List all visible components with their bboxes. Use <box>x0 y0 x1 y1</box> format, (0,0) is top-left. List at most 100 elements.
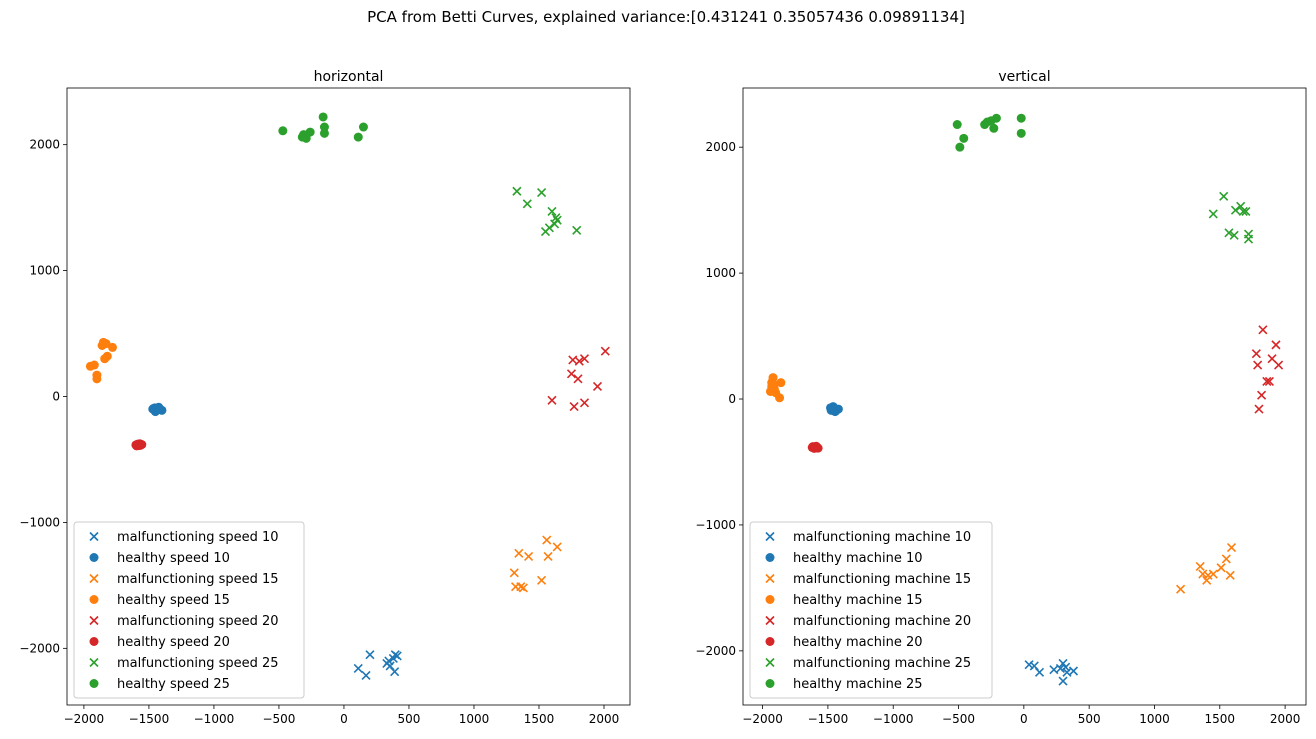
data-point-x <box>1243 234 1254 244</box>
axes-frame <box>742 87 1307 706</box>
data-point-circle <box>319 128 329 138</box>
x-tick-label: −500 <box>942 712 975 726</box>
series-malfunctioning-20 <box>1251 325 1284 414</box>
legend-marker-x <box>765 657 775 668</box>
x-tick-label: 0 <box>340 712 348 726</box>
series-healthy-10 <box>826 402 843 417</box>
data-point-x <box>542 535 552 545</box>
legend-marker-circle <box>89 637 99 646</box>
series-malfunctioning-25 <box>512 186 582 237</box>
data-point-x <box>547 206 557 216</box>
series-malfunctioning-15 <box>509 535 562 593</box>
y-tick-label: −1000 <box>695 518 736 532</box>
data-point-x <box>1203 570 1213 580</box>
data-point-x <box>1225 570 1235 580</box>
data-point-x <box>579 354 590 364</box>
data-point-x <box>1224 228 1234 238</box>
data-point-x <box>1219 191 1229 201</box>
data-point-x <box>574 356 584 366</box>
data-point-x <box>522 199 532 209</box>
data-point-circle <box>989 123 999 133</box>
data-point-x <box>552 542 562 552</box>
data-point-x <box>392 651 402 661</box>
legend-box <box>73 521 305 699</box>
data-point-x <box>1195 561 1205 572</box>
data-point-circle <box>278 126 288 136</box>
y-tick-label: 2000 <box>705 140 736 154</box>
x-tick-label: 1500 <box>524 712 555 726</box>
series-malfunctioning-15 <box>1176 543 1237 594</box>
data-point-x <box>551 213 561 223</box>
data-point-x <box>1238 206 1248 216</box>
legend-marker-x <box>89 615 99 626</box>
data-point-x <box>592 381 603 391</box>
data-point-x <box>600 346 610 356</box>
legend-marker-x <box>89 531 99 542</box>
legend-marker-circle <box>765 637 775 646</box>
data-point-x <box>1230 205 1241 215</box>
series-malfunctioning-10 <box>1024 658 1079 686</box>
data-point-x <box>1229 230 1239 240</box>
legend-label: malfunctioning machine 25 <box>793 656 971 671</box>
data-point-circle <box>826 405 836 415</box>
data-point-x <box>524 551 534 561</box>
data-point-circle <box>137 440 147 450</box>
legend-box <box>749 521 993 699</box>
legend-marker-x <box>765 531 775 542</box>
data-point-x <box>1024 660 1034 670</box>
data-point-x <box>509 568 519 578</box>
data-point-x <box>518 583 528 593</box>
x-tick-label: −1000 <box>194 712 235 726</box>
x-tick-label: −2000 <box>64 712 105 726</box>
data-point-circle <box>959 133 969 143</box>
series-healthy-10 <box>148 402 167 417</box>
x-tick-label: −2000 <box>742 712 783 726</box>
legend-label: malfunctioning machine 20 <box>793 614 971 629</box>
data-point-circle <box>319 122 329 132</box>
series-healthy-20 <box>131 439 147 451</box>
data-point-x <box>579 398 590 408</box>
series-malfunctioning-10 <box>353 650 402 680</box>
data-point-x <box>1221 554 1231 564</box>
legend-label: malfunctioning speed 10 <box>117 530 279 545</box>
legend-marker-x <box>89 657 99 668</box>
data-point-x <box>572 225 582 235</box>
legend-marker-circle <box>89 679 99 688</box>
series-healthy-15 <box>765 373 786 403</box>
data-point-circle <box>776 378 786 388</box>
data-point-x <box>544 223 554 233</box>
legend-label: healthy machine 20 <box>793 635 923 650</box>
data-point-x <box>1208 569 1218 579</box>
series-malfunctioning-20 <box>547 346 610 412</box>
data-point-circle <box>955 142 965 152</box>
legend-label: healthy machine 10 <box>793 551 923 566</box>
legend: malfunctioning machine 10 healthy machine… <box>749 521 993 699</box>
legend-marker-x <box>89 573 99 584</box>
data-point-circle <box>108 342 118 352</box>
y-tick-label: −1000 <box>19 515 60 529</box>
legend-marker-circle <box>765 553 775 562</box>
data-point-x <box>516 582 526 592</box>
data-point-x <box>1198 569 1208 579</box>
data-point-x <box>361 670 371 680</box>
subplot-horizontal: horizontal −2000 −1500 −1000 −500 0 500 1000 150… <box>19 69 631 726</box>
subplot-title: horizontal <box>314 69 384 85</box>
data-point-x <box>1055 663 1065 674</box>
legend-marker-circle <box>89 595 99 604</box>
series-healthy-25 <box>278 112 368 143</box>
data-point-x <box>1274 360 1284 370</box>
y-tick-label: 2000 <box>29 138 60 152</box>
data-point-x <box>1264 376 1274 386</box>
series-healthy-15 <box>85 337 118 384</box>
data-point-circle <box>353 132 363 142</box>
legend-label: healthy speed 25 <box>117 677 230 692</box>
x-tick-label: 1000 <box>1139 712 1170 726</box>
legend-label: malfunctioning speed 15 <box>117 572 279 587</box>
data-point-x <box>569 402 579 412</box>
y-tick-label: −2000 <box>695 644 736 658</box>
data-point-circle <box>318 112 328 122</box>
x-tick-label: 500 <box>398 712 421 726</box>
y-tick-label: 1000 <box>29 264 60 278</box>
data-point-x <box>537 575 547 585</box>
x-tick-label: −1000 <box>873 712 914 726</box>
